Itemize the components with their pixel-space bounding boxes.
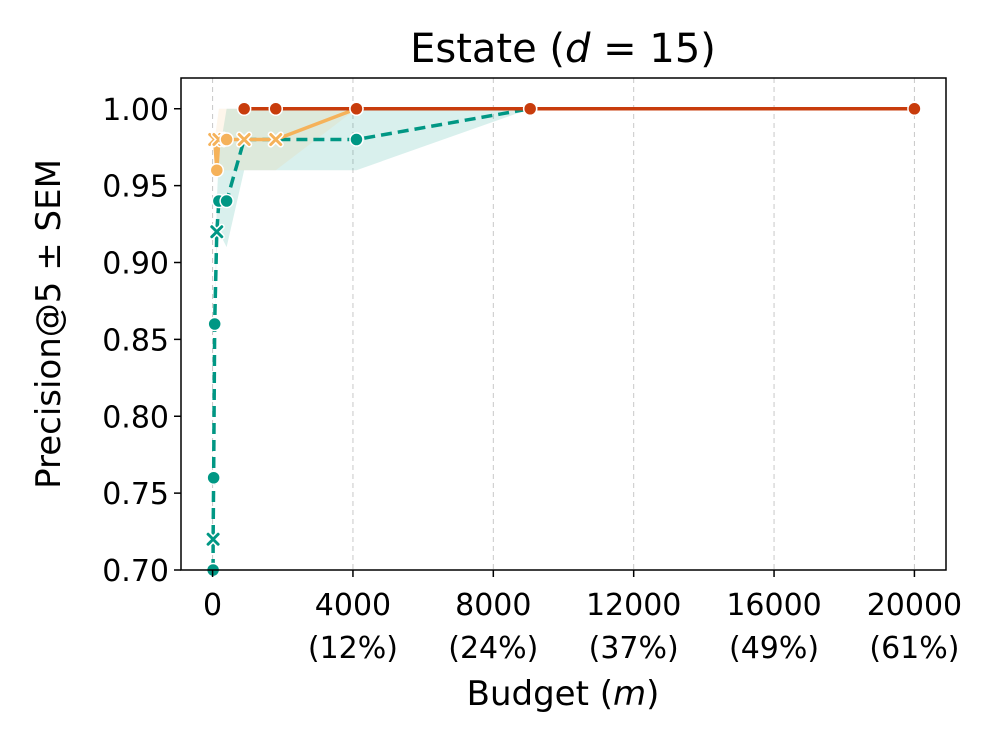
y-tick-label: 0.85 bbox=[102, 323, 169, 358]
y-tick-label: 0.75 bbox=[102, 477, 169, 512]
x-tick-sublabel: (24%) bbox=[448, 631, 538, 666]
data-point bbox=[907, 101, 922, 116]
data-point bbox=[236, 101, 252, 116]
x-axis-label-prefix: Budget ( bbox=[467, 674, 613, 714]
data-point bbox=[219, 132, 234, 147]
x-tick-label: 8000 bbox=[455, 588, 531, 623]
x-tick-sublabel: (61%) bbox=[869, 631, 959, 666]
y-axis-ticks: 0.70 0.75 0.80 0.85 0.90 0.95 1.00 bbox=[102, 93, 181, 589]
marker-layer bbox=[205, 101, 922, 578]
x-axis-ticks: 0 4000 (12%) 8000 (24%) 12000 (37%) 16000 (49%) 2… bbox=[203, 570, 962, 666]
data-point bbox=[522, 101, 538, 116]
data-point bbox=[209, 163, 225, 178]
x-tick-label: 20000 bbox=[867, 588, 962, 623]
x-tick-sublabel: (37%) bbox=[589, 631, 679, 666]
x-axis-label-suffix: ) bbox=[646, 674, 659, 714]
x-tick-sublabel: (49%) bbox=[729, 631, 819, 666]
data-point bbox=[349, 101, 364, 116]
series-line-1 bbox=[211, 107, 531, 570]
data-point-x-marker bbox=[208, 223, 225, 240]
data-point-x-marker bbox=[267, 131, 284, 148]
y-axis-label: Precision@5 ± SEM bbox=[29, 159, 69, 489]
chart-title: Estate (d = 15) bbox=[410, 26, 716, 72]
data-point bbox=[206, 470, 221, 485]
chart-title-rest: = 15) bbox=[590, 26, 715, 72]
y-tick-label: 0.90 bbox=[102, 247, 169, 282]
data-point bbox=[207, 316, 222, 332]
x-tick-label: 12000 bbox=[586, 588, 681, 623]
error-band-series-1 bbox=[214, 108, 531, 324]
chart-title-prefix: Estate ( bbox=[410, 26, 565, 72]
y-tick-label: 0.70 bbox=[102, 554, 169, 589]
x-axis-label: Budget (m) bbox=[467, 674, 660, 714]
data-point bbox=[268, 101, 283, 116]
y-tick-label: 0.80 bbox=[102, 400, 169, 435]
y-tick-label: 1.00 bbox=[102, 93, 169, 128]
x-tick-sublabel: (12%) bbox=[308, 631, 398, 666]
y-tick-label: 0.95 bbox=[102, 170, 169, 205]
data-point bbox=[219, 193, 234, 209]
x-axis-label-variable: m bbox=[613, 674, 646, 714]
x-tick-label: 4000 bbox=[315, 588, 391, 623]
plot-frame bbox=[180, 77, 947, 571]
data-point bbox=[349, 132, 364, 147]
data-point-x-marker bbox=[205, 531, 222, 548]
series-line-layer bbox=[211, 107, 915, 570]
data-point-x-marker bbox=[236, 131, 253, 148]
x-tick-label: 0 bbox=[203, 588, 222, 623]
chart-title-variable: d bbox=[565, 26, 591, 72]
x-tick-label: 16000 bbox=[726, 588, 821, 623]
